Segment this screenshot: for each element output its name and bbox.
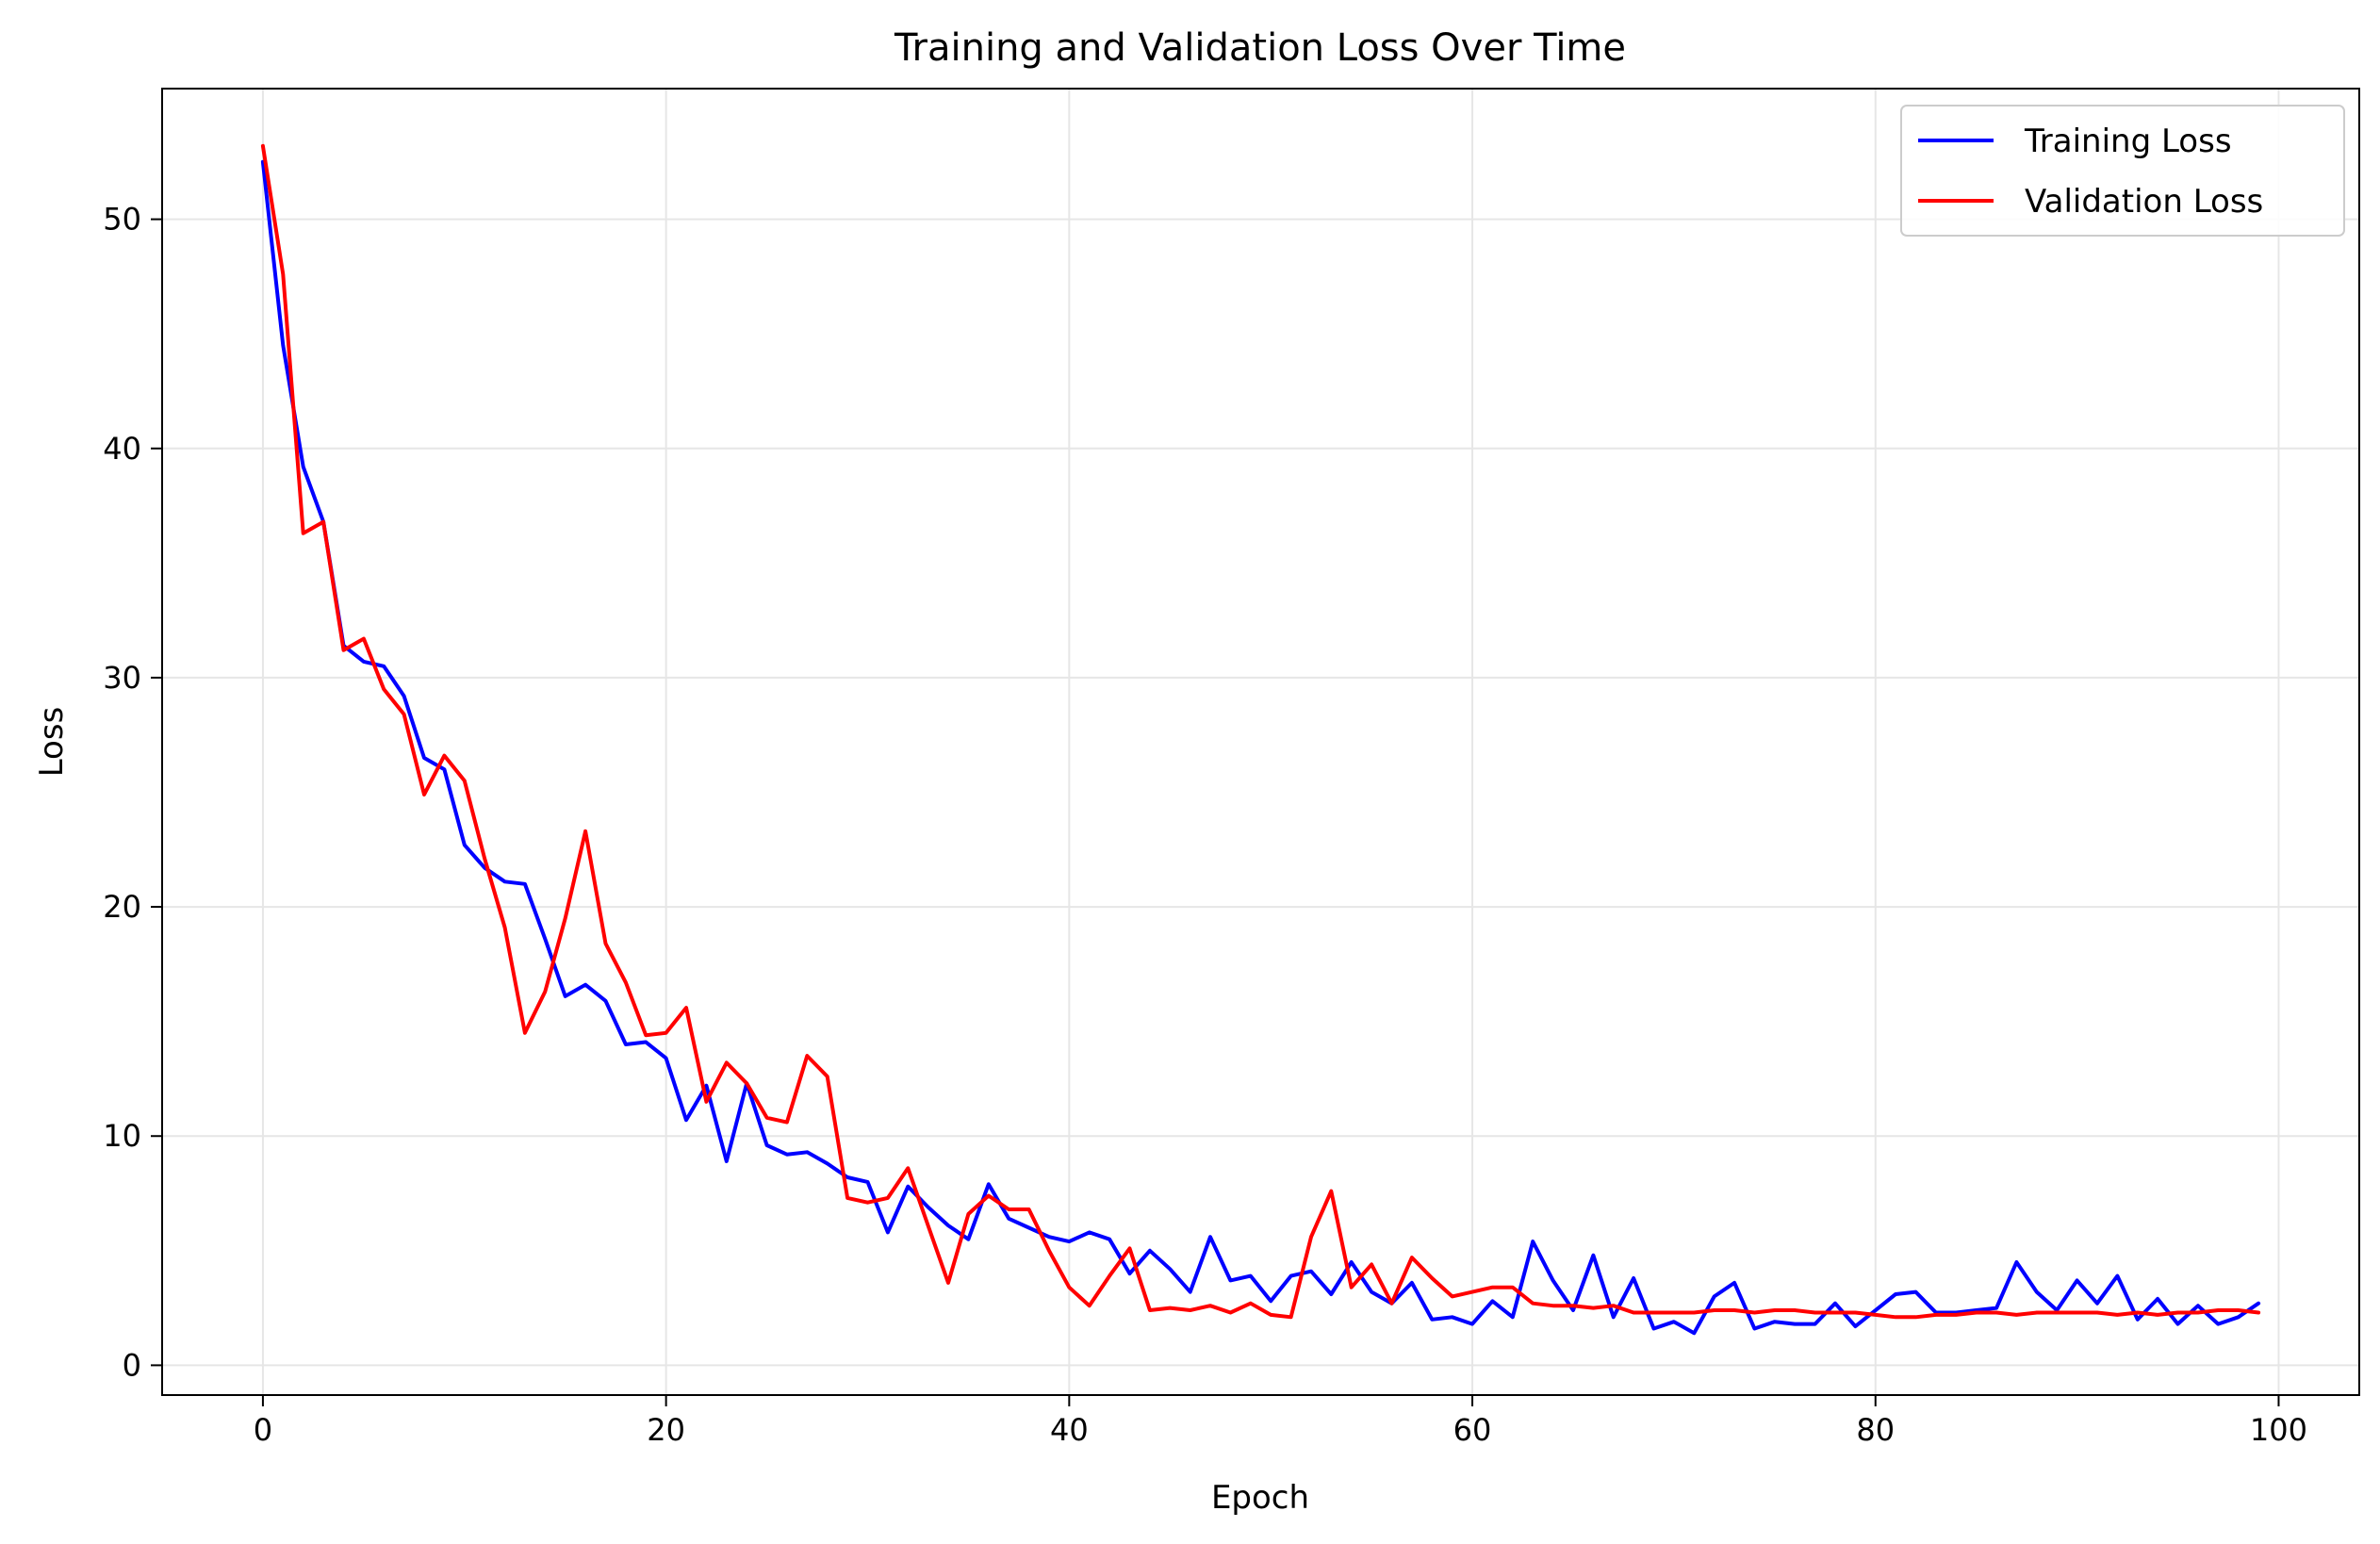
- series-line-validation-loss: [260, 143, 2261, 1320]
- series-line-training-loss: [260, 159, 2261, 1336]
- legend-label-training: Training Loss: [2024, 123, 2232, 160]
- series-layer: [260, 143, 2261, 1336]
- y-tick-label: 0: [123, 1347, 141, 1383]
- x-tick-label: 0: [254, 1412, 272, 1448]
- x-tick-label: 60: [1453, 1412, 1492, 1448]
- x-tick-label: 100: [2250, 1412, 2307, 1448]
- x-tick-label: 80: [1856, 1412, 1895, 1448]
- chart-title: Training and Validation Loss Over Time: [894, 26, 1626, 70]
- y-tick-label: 10: [103, 1118, 141, 1154]
- x-tick-label: 20: [647, 1412, 685, 1448]
- ticks: 0 20 40 60 80 100 0 10 20 30 40 50: [103, 202, 2307, 1448]
- plot-frame: [161, 88, 2360, 1396]
- y-axis-label: Loss: [33, 707, 71, 778]
- x-tick-label: 40: [1050, 1412, 1089, 1448]
- legend: Training Loss Validation Loss: [1900, 105, 2345, 237]
- legend-label-validation: Validation Loss: [2025, 183, 2263, 221]
- y-tick-label: 50: [103, 202, 141, 238]
- legend-box: [1900, 105, 2345, 237]
- y-tick-label: 40: [103, 431, 141, 467]
- grid: [162, 89, 2359, 1395]
- x-axis-label: Epoch: [1211, 1479, 1309, 1517]
- y-tick-label: 30: [103, 660, 141, 696]
- y-tick-label: 20: [103, 889, 141, 925]
